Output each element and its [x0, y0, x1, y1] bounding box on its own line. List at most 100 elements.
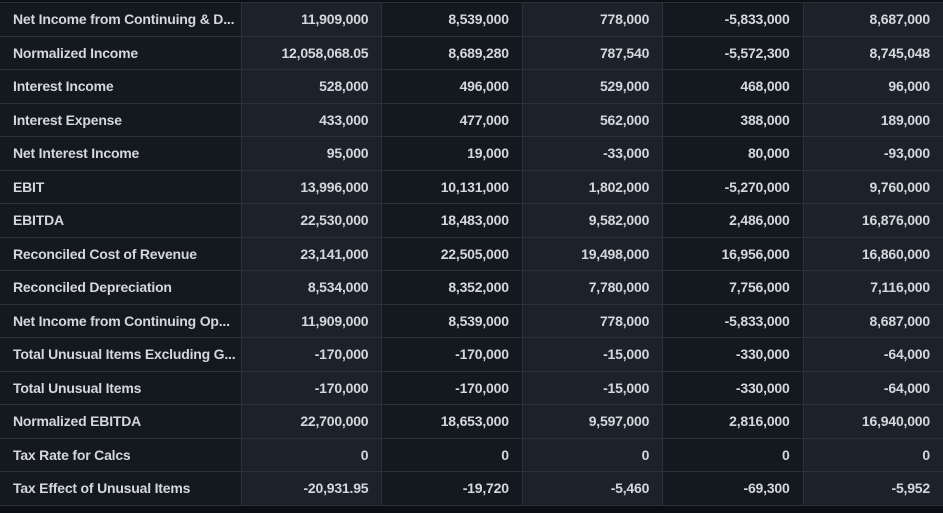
cell-value: 11,909,000 — [241, 3, 382, 36]
cell-value: 16,860,000 — [802, 237, 943, 270]
table-row[interactable]: Tax Effect of Unusual Items -20,931.95 -19… — [0, 472, 943, 506]
cell-value: 7,756,000 — [662, 271, 803, 304]
cell-value: 8,687,000 — [802, 3, 943, 36]
cell-value: 778,000 — [521, 304, 663, 337]
cell-value: -5,460 — [521, 472, 663, 505]
cell-value: 10,131,000 — [381, 170, 522, 203]
cell-value: -5,833,000 — [662, 304, 803, 337]
cell-value: -170,000 — [381, 338, 522, 371]
table-row[interactable]: Normalized EBITDA 22,700,000 18,653,000 9,5… — [0, 405, 943, 439]
cell-value: -170,000 — [241, 338, 382, 371]
table-row[interactable]: Net Interest Income 95,000 19,000 -33,000 80… — [0, 137, 943, 171]
cell-value: -93,000 — [802, 137, 943, 170]
cell-value: 12,058,068.05 — [241, 36, 382, 69]
cell-value: 9,582,000 — [521, 204, 663, 237]
cell-value: 778,000 — [521, 3, 663, 36]
cell-value: 16,956,000 — [662, 237, 803, 270]
cell-value: 7,116,000 — [802, 271, 943, 304]
row-label: Total Unusual Items Excluding G... — [0, 338, 241, 371]
cell-value: 496,000 — [381, 70, 522, 103]
cell-value: -330,000 — [662, 338, 803, 371]
cell-value: 16,876,000 — [802, 204, 943, 237]
row-label: Interest Income — [0, 70, 241, 103]
cell-value: -5,572,300 — [662, 36, 803, 69]
row-label: Tax Rate for Calcs — [0, 438, 241, 471]
cell-value: -19,720 — [381, 472, 522, 505]
cell-value: -5,952 — [802, 472, 943, 505]
cell-value: 22,700,000 — [241, 405, 382, 438]
row-label: Interest Expense — [0, 103, 241, 136]
cell-value: 8,539,000 — [381, 304, 522, 337]
table-row[interactable]: Total Unusual Items Excluding G... -170,0… — [0, 338, 943, 372]
table-row[interactable]: Net Income from Continuing Op... 11,909,0… — [0, 304, 943, 338]
row-label: Total Unusual Items — [0, 371, 241, 404]
cell-value: 0 — [662, 438, 803, 471]
cell-value: 16,940,000 — [802, 405, 943, 438]
cell-value: 22,505,000 — [381, 237, 522, 270]
cell-value: -64,000 — [802, 338, 943, 371]
table-row[interactable]: Interest Income 528,000 496,000 529,000 468,… — [0, 70, 943, 104]
cell-value: -170,000 — [381, 371, 522, 404]
cell-value: -33,000 — [521, 137, 663, 170]
table-row[interactable]: Net Income from Continuing & D... 11,909,… — [0, 3, 943, 37]
cell-value: 189,000 — [802, 103, 943, 136]
table-row[interactable]: Normalized Income 12,058,068.05 8,689,280 7… — [0, 36, 943, 70]
row-label: Net Income from Continuing & D... — [0, 3, 241, 36]
table-row[interactable]: Interest Expense 433,000 477,000 562,000 388… — [0, 103, 943, 137]
table-row[interactable]: EBITDA 22,530,000 18,483,000 9,582,000 2,486… — [0, 204, 943, 238]
cell-value: 1,802,000 — [521, 170, 663, 203]
cell-value: 80,000 — [662, 137, 803, 170]
row-label: Normalized EBITDA — [0, 405, 241, 438]
cell-value: -170,000 — [241, 371, 382, 404]
table-row[interactable]: Reconciled Cost of Revenue 23,141,000 22,5… — [0, 237, 943, 271]
cell-value: 388,000 — [662, 103, 803, 136]
cell-value: 8,539,000 — [381, 3, 522, 36]
row-label: Tax Effect of Unusual Items — [0, 472, 241, 505]
table-row[interactable]: Total Unusual Items -170,000 -170,000 -15,0… — [0, 371, 943, 405]
cell-value: 18,483,000 — [381, 204, 522, 237]
cell-value: 477,000 — [381, 103, 522, 136]
cell-value: 19,498,000 — [521, 237, 663, 270]
cell-value: 787,540 — [521, 36, 663, 69]
cell-value: -64,000 — [802, 371, 943, 404]
cell-value: 2,486,000 — [662, 204, 803, 237]
cell-value: 468,000 — [662, 70, 803, 103]
cell-value: 8,534,000 — [241, 271, 382, 304]
cell-value: 8,745,048 — [802, 36, 943, 69]
cell-value: 22,530,000 — [241, 204, 382, 237]
row-label: EBIT — [0, 170, 241, 203]
cell-value: 2,816,000 — [662, 405, 803, 438]
cell-value: 0 — [381, 438, 522, 471]
cell-value: 23,141,000 — [241, 237, 382, 270]
table-row[interactable]: EBIT 13,996,000 10,131,000 1,802,000 -5,270,… — [0, 170, 943, 204]
row-label: Net Income from Continuing Op... — [0, 304, 241, 337]
cell-value: 0 — [802, 438, 943, 471]
cell-value: 18,653,000 — [381, 405, 522, 438]
cell-value: 19,000 — [381, 137, 522, 170]
cell-value: 0 — [521, 438, 663, 471]
cell-value: -15,000 — [521, 338, 663, 371]
cell-value: -5,270,000 — [662, 170, 803, 203]
cell-value: -330,000 — [662, 371, 803, 404]
row-label: Reconciled Cost of Revenue — [0, 237, 241, 270]
cell-value: -5,833,000 — [662, 3, 803, 36]
cell-value: -20,931.95 — [241, 472, 382, 505]
cell-value: -15,000 — [521, 371, 663, 404]
cell-value: 95,000 — [241, 137, 382, 170]
cell-value: 9,760,000 — [802, 170, 943, 203]
table-row[interactable]: Tax Rate for Calcs 0 0 0 0 0 — [0, 438, 943, 472]
cell-value: 13,996,000 — [241, 170, 382, 203]
cell-value: -69,300 — [662, 472, 803, 505]
row-label: EBITDA — [0, 204, 241, 237]
row-label: Normalized Income — [0, 36, 241, 69]
cell-value: 8,689,280 — [381, 36, 522, 69]
cell-value: 9,597,000 — [521, 405, 663, 438]
cell-value: 528,000 — [241, 70, 382, 103]
cell-value: 8,352,000 — [381, 271, 522, 304]
table-row[interactable]: Reconciled Depreciation 8,534,000 8,352,00… — [0, 271, 943, 305]
cell-value: 433,000 — [241, 103, 382, 136]
cell-value: 562,000 — [521, 103, 663, 136]
row-label: Net Interest Income — [0, 137, 241, 170]
